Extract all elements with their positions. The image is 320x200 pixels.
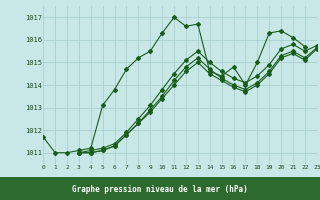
Text: Graphe pression niveau de la mer (hPa): Graphe pression niveau de la mer (hPa) — [72, 185, 248, 194]
